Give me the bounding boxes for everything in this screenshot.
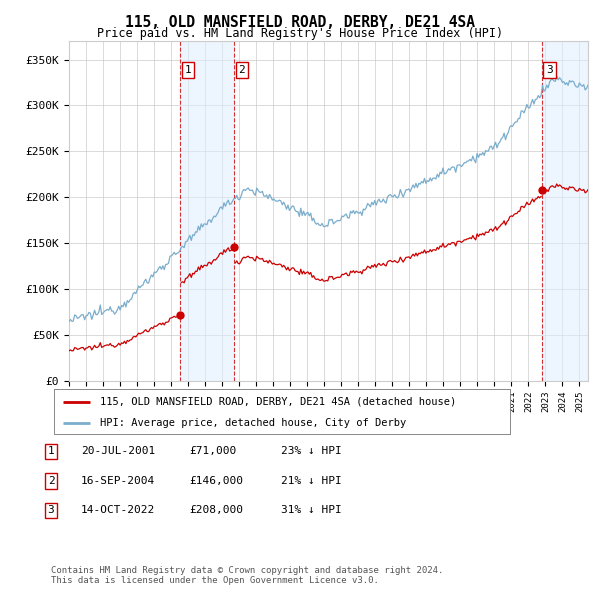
Text: £208,000: £208,000 (189, 506, 243, 515)
Text: 1: 1 (47, 447, 55, 456)
Text: £71,000: £71,000 (189, 447, 236, 456)
Text: 21% ↓ HPI: 21% ↓ HPI (281, 476, 341, 486)
Text: 16-SEP-2004: 16-SEP-2004 (81, 476, 155, 486)
Text: £146,000: £146,000 (189, 476, 243, 486)
Text: Price paid vs. HM Land Registry's House Price Index (HPI): Price paid vs. HM Land Registry's House … (97, 27, 503, 40)
Text: 1: 1 (185, 65, 191, 75)
Text: 23% ↓ HPI: 23% ↓ HPI (281, 447, 341, 456)
Text: HPI: Average price, detached house, City of Derby: HPI: Average price, detached house, City… (100, 418, 406, 428)
Bar (181, 41, 234, 381)
Text: 14-OCT-2022: 14-OCT-2022 (81, 506, 155, 515)
Text: 115, OLD MANSFIELD ROAD, DERBY, DE21 4SA: 115, OLD MANSFIELD ROAD, DERBY, DE21 4SA (125, 15, 475, 30)
Text: 115, OLD MANSFIELD ROAD, DERBY, DE21 4SA (detached house): 115, OLD MANSFIELD ROAD, DERBY, DE21 4SA… (100, 397, 456, 407)
Bar (542, 41, 588, 381)
Text: 2: 2 (47, 476, 55, 486)
Text: 3: 3 (546, 65, 553, 75)
Text: Contains HM Land Registry data © Crown copyright and database right 2024.
This d: Contains HM Land Registry data © Crown c… (51, 566, 443, 585)
Text: 2: 2 (238, 65, 245, 75)
Text: 3: 3 (47, 506, 55, 515)
Text: 31% ↓ HPI: 31% ↓ HPI (281, 506, 341, 515)
Text: 20-JUL-2001: 20-JUL-2001 (81, 447, 155, 456)
